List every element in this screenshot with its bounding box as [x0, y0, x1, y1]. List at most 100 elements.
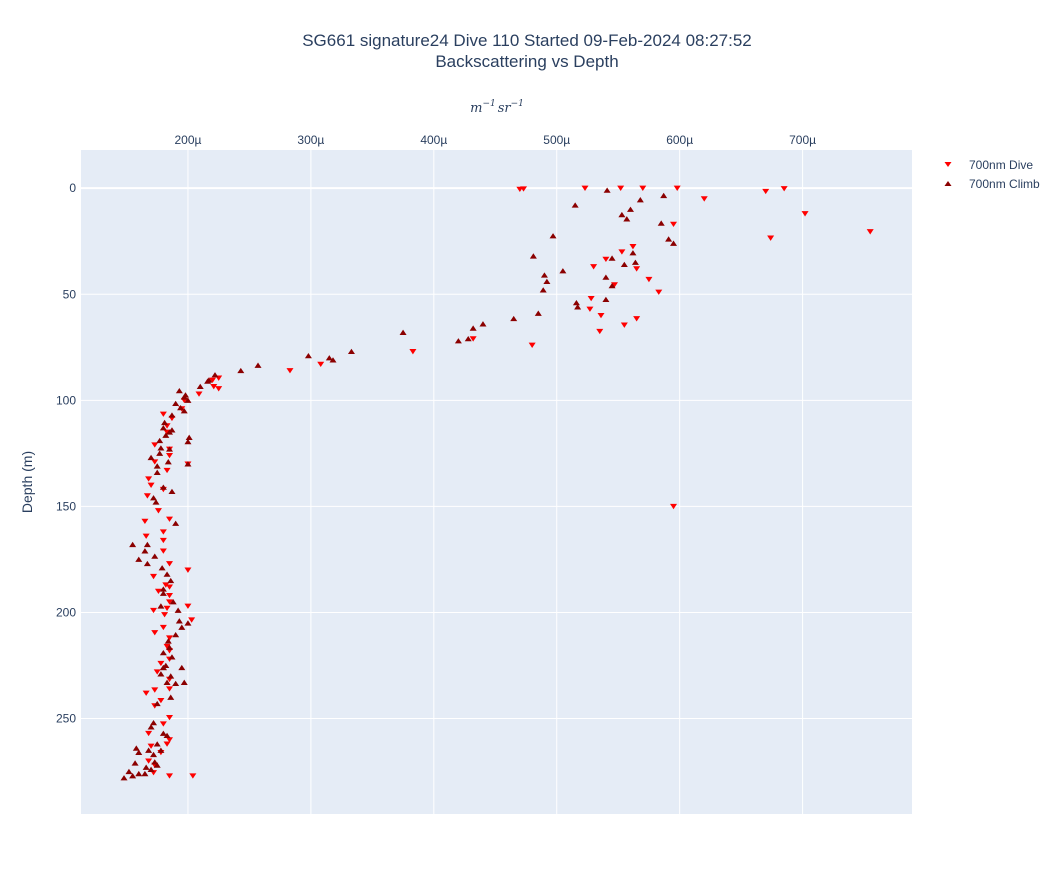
climb-point	[543, 278, 551, 285]
climb-point	[211, 372, 219, 378]
dive-point	[866, 229, 874, 235]
climb-point	[159, 586, 167, 592]
y-axis-title: Depth (m)	[19, 451, 35, 513]
dive-point	[151, 687, 159, 693]
y-tick-label: 150	[56, 499, 76, 513]
dive-point	[586, 306, 594, 312]
climb-point	[147, 454, 155, 461]
dive-point	[150, 607, 158, 614]
climb-point	[608, 282, 616, 289]
dive-point	[151, 459, 159, 465]
climb-point	[147, 766, 155, 772]
climb-point	[168, 488, 176, 495]
climb-point	[159, 484, 167, 490]
dive-point	[409, 349, 417, 355]
y-gridlines	[81, 187, 912, 720]
climb-point	[168, 427, 176, 433]
climb-point	[135, 770, 143, 777]
series-dive	[141, 185, 874, 779]
dive-point	[147, 743, 155, 749]
climb-point	[184, 438, 192, 445]
climb-point	[329, 357, 337, 363]
climb-point	[161, 419, 169, 426]
dive-point	[209, 377, 217, 383]
climb-point	[159, 590, 167, 596]
legend: 700nm Dive 700nm Climb	[944, 158, 1041, 191]
climb-point	[399, 329, 407, 335]
climb-point	[153, 762, 161, 768]
climb-point	[464, 336, 472, 342]
dive-point	[620, 322, 628, 328]
dive-point	[163, 605, 171, 612]
x-tick-label: 700µ	[789, 133, 816, 147]
legend-item-climb[interactable]: 700nm Climb	[944, 177, 1041, 191]
climb-point	[157, 603, 165, 609]
climb-point	[529, 253, 537, 259]
dive-point	[188, 617, 196, 623]
dive-point	[141, 518, 149, 525]
climb-point	[153, 463, 161, 469]
x-tick-label: 200µ	[174, 133, 201, 147]
chart-title: SG661 signature24 Dive 110 Started 09-Fe…	[302, 31, 752, 50]
y-tick-label: 250	[56, 712, 76, 726]
dive-point	[166, 773, 174, 779]
climb-point	[125, 768, 133, 775]
climb-point	[574, 304, 582, 310]
climb-point	[129, 773, 137, 779]
dive-point	[210, 384, 218, 390]
legend-marker-dive	[944, 162, 952, 167]
dive-point	[159, 548, 167, 554]
climb-point	[184, 397, 192, 403]
climb-point	[153, 741, 161, 747]
climb-point	[539, 287, 547, 293]
dive-point	[166, 635, 174, 641]
x-tick-label: 500µ	[543, 133, 570, 147]
climb-point	[571, 202, 579, 208]
dive-point	[151, 442, 159, 448]
legend-item-dive[interactable]: 700nm Dive	[944, 158, 1034, 172]
climb-point	[177, 404, 185, 411]
climb-point	[141, 770, 149, 777]
climb-point	[153, 700, 161, 707]
series-climb	[120, 187, 678, 781]
climb-point	[147, 724, 155, 730]
climb-point	[540, 272, 548, 278]
climb-point	[626, 206, 634, 212]
y-tick-label: 100	[56, 393, 76, 407]
climb-point	[132, 745, 140, 751]
climb-point	[166, 644, 174, 650]
dive-point	[602, 256, 610, 263]
climb-point	[172, 680, 180, 687]
climb-point	[510, 315, 518, 322]
climb-point	[657, 220, 665, 226]
dive-point	[142, 690, 150, 696]
climb-point	[347, 348, 355, 355]
dive-point	[184, 567, 192, 573]
dive-point	[670, 503, 678, 510]
climb-point	[178, 624, 186, 630]
dive-point	[195, 391, 203, 397]
dive-point	[617, 185, 625, 191]
dive-point	[166, 561, 174, 567]
climb-point	[145, 747, 153, 753]
climb-point	[618, 211, 626, 218]
dive-point	[317, 361, 325, 368]
climb-point	[167, 673, 175, 679]
climb-point	[180, 394, 188, 400]
dive-point	[762, 188, 770, 195]
climb-point	[237, 367, 245, 374]
climb-point	[162, 432, 170, 438]
climb-point	[172, 520, 180, 526]
dive-point	[670, 221, 678, 228]
y-tick-label: 0	[69, 181, 76, 195]
climb-point	[157, 747, 165, 753]
dive-point	[143, 493, 151, 499]
climb-point	[163, 679, 171, 685]
climb-point	[602, 274, 610, 280]
climb-point	[631, 259, 639, 265]
climb-point	[164, 638, 172, 644]
x-tick-label: 300µ	[297, 133, 324, 147]
climb-point	[159, 730, 167, 736]
climb-point	[157, 445, 165, 451]
